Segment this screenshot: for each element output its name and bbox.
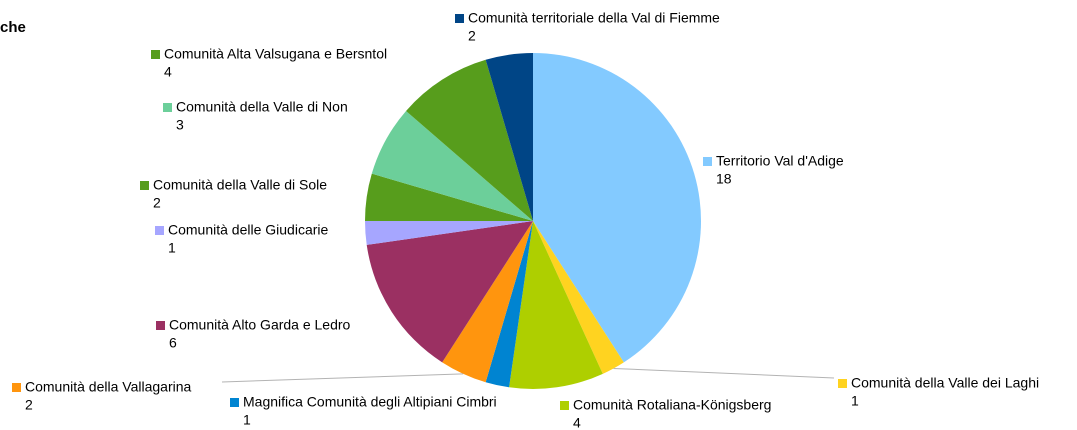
- pie-slice: [365, 221, 533, 245]
- slice-value: 6: [169, 335, 177, 351]
- slice-label: Magnifica Comunità degli Altipiani Cimbr…: [243, 394, 497, 410]
- legend-swatch: [838, 379, 847, 388]
- slice-label: Comunità Rotaliana-Königsberg: [573, 397, 771, 413]
- pie-slice: [533, 53, 701, 363]
- slice-value: 18: [716, 171, 732, 187]
- legend-swatch: [230, 398, 239, 407]
- slice-label: Territorio Val d'Adige: [716, 153, 844, 169]
- pie-slice: [365, 173, 533, 221]
- legend-swatch: [12, 383, 21, 392]
- slice-label: Comunità della Vallagarina: [25, 379, 191, 395]
- pie-slice: [509, 221, 603, 389]
- pie-slice: [485, 53, 533, 221]
- legend-swatch: [156, 321, 165, 330]
- slice-label: Comunità delle Giudicarie: [168, 222, 329, 238]
- pie-slice: [371, 110, 533, 221]
- slice-label: Comunità territoriale della Val di Fiemm…: [468, 10, 720, 26]
- slice-label: Comunità Alta Valsugana e Bersntol: [164, 46, 387, 62]
- slice-value: 2: [25, 397, 33, 413]
- slice-label: Comunità della Valle di Sole: [153, 177, 327, 193]
- pie-slice: [533, 221, 624, 374]
- slice-value: 4: [164, 64, 172, 80]
- slice-value: 2: [153, 195, 161, 211]
- chart-title: che: [0, 19, 26, 36]
- slice-value: 2: [468, 28, 476, 44]
- slice-value: 3: [176, 117, 184, 133]
- legend-swatch: [560, 401, 569, 410]
- legend-swatch: [155, 226, 164, 235]
- leader-line: [613, 367, 835, 379]
- slice-label: Comunità della Valle di Non: [176, 99, 348, 115]
- pie-slice: [406, 59, 533, 222]
- slice-value: 1: [851, 393, 859, 409]
- leader-line: [221, 373, 464, 383]
- legend-swatch: [151, 50, 160, 59]
- pie-slice: [366, 221, 533, 363]
- slice-value: 1: [168, 240, 176, 256]
- slice-value: 1: [243, 412, 251, 428]
- slice-label: Comunità Alto Garda e Ledro: [169, 317, 351, 333]
- slice-label: Comunità della Valle dei Laghi: [851, 375, 1039, 391]
- slice-value: 4: [573, 415, 581, 430]
- legend-swatch: [703, 157, 712, 166]
- legend-swatch: [140, 181, 149, 190]
- legend-swatch: [163, 103, 172, 112]
- legend-swatch: [455, 14, 464, 23]
- pie-slice: [442, 221, 533, 383]
- pie-slice: [485, 221, 533, 388]
